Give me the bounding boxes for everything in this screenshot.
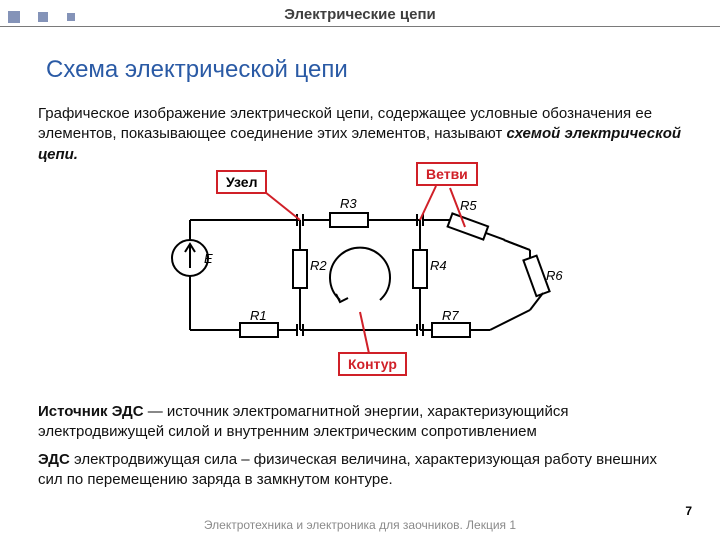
label-E: E (204, 251, 213, 266)
header-title: Электрические цепи (0, 6, 720, 23)
label-R5: R5 (460, 198, 477, 213)
para3-rest: электродвижущая сила – физическая величи… (38, 451, 657, 488)
header-rule (0, 26, 720, 27)
slide: Электрические цепи Схема электрической ц… (0, 0, 720, 540)
label-R4: R4 (430, 258, 447, 273)
callout-node: Узел (216, 170, 267, 194)
label-R1: R1 (250, 308, 267, 323)
label-R7: R7 (442, 308, 459, 323)
footer-text: Электротехника и электроника для заочник… (0, 518, 720, 532)
callout-branches: Ветви (416, 162, 478, 186)
para3-term: ЭДС (38, 451, 70, 468)
paragraph-emf-def: ЭДС электродвижущая сила – физическая ве… (38, 450, 682, 491)
para2-term: Источник ЭДС (38, 403, 144, 420)
page-number: 7 (685, 504, 692, 518)
label-R2: R2 (310, 258, 327, 273)
label-R6: R6 (546, 268, 563, 283)
label-R3: R3 (340, 196, 357, 211)
page-title: Схема электрической цепи (46, 56, 348, 84)
circuit-diagram: E R1 R2 R3 R4 R5 R6 R7 Узел Ветви Контур (160, 180, 570, 380)
paragraph-definition: Графическое изображение электрической це… (38, 104, 682, 165)
paragraph-emf-source: Источник ЭДС — источник электромагнитной… (38, 402, 682, 443)
callout-loop: Контур (338, 352, 407, 376)
